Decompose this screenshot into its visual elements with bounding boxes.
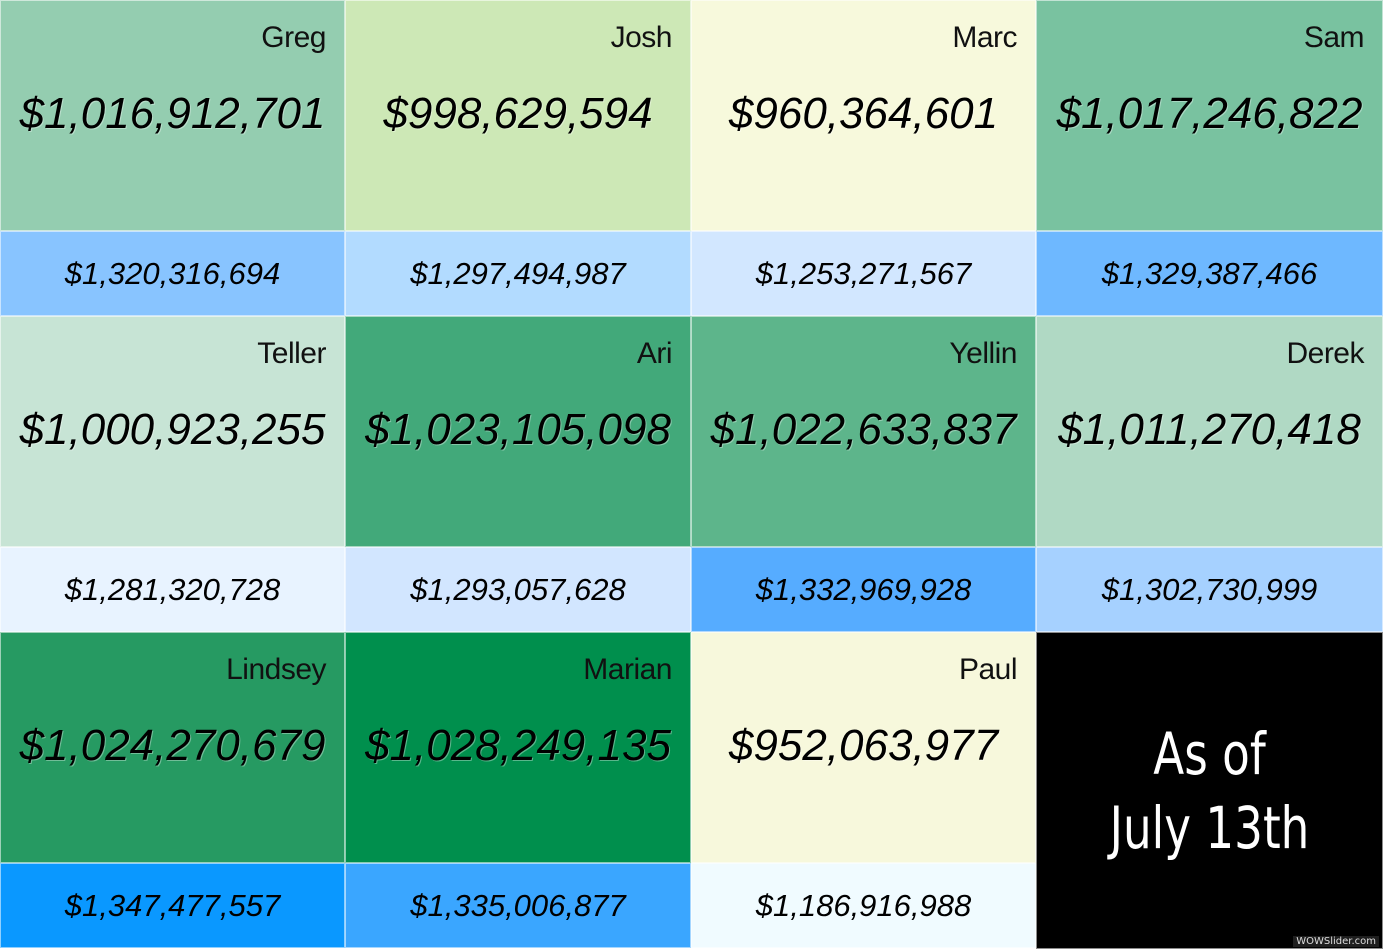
as-of-label: As of July 13th <box>1075 633 1344 948</box>
person-card-josh: Josh $998,629,594 <box>345 0 691 231</box>
person-name: Teller <box>257 337 326 370</box>
primary-amount: $1,028,249,135 <box>365 721 671 770</box>
person-name: Lindsey <box>226 653 326 686</box>
person-card-lindsey: Lindsey $1,024,270,679 <box>0 632 345 863</box>
secondary-amount-cell-derek: $1,302,730,999 <box>1036 547 1383 632</box>
primary-amount: $1,023,105,098 <box>365 405 671 454</box>
secondary-amount: $1,335,006,877 <box>410 887 626 923</box>
person-card-derek: Derek $1,011,270,418 <box>1036 316 1383 547</box>
person-card-marian: Marian $1,028,249,135 <box>345 632 691 863</box>
secondary-amount-cell-yellin: $1,332,969,928 <box>691 547 1036 632</box>
secondary-amount: $1,281,320,728 <box>64 571 281 607</box>
person-card-paul: Paul $952,063,977 <box>691 632 1036 863</box>
primary-amount: $1,024,270,679 <box>19 721 326 770</box>
person-card-yellin: Yellin $1,022,633,837 <box>691 316 1036 547</box>
secondary-amount-cell-greg: $1,320,316,694 <box>0 231 345 316</box>
secondary-amount-cell-paul: $1,186,916,988 <box>691 863 1036 948</box>
primary-amount: $998,629,594 <box>383 89 653 138</box>
primary-amount: $1,000,923,255 <box>19 405 326 454</box>
secondary-amount-cell-josh: $1,297,494,987 <box>345 231 691 316</box>
secondary-amount: $1,302,730,999 <box>1101 571 1318 607</box>
secondary-amount: $1,332,969,928 <box>755 571 972 607</box>
secondary-amount: $1,186,916,988 <box>755 887 972 923</box>
secondary-amount-cell-marian: $1,335,006,877 <box>345 863 691 948</box>
secondary-amount-cell-sam: $1,329,387,466 <box>1036 231 1383 316</box>
person-name: Paul <box>958 653 1018 686</box>
person-card-teller: Teller $1,000,923,255 <box>0 316 345 547</box>
secondary-amount: $1,253,271,567 <box>755 255 972 291</box>
as-of-line2: July 13th <box>1109 793 1310 862</box>
as-of-line1: As of <box>1153 719 1266 788</box>
secondary-amount: $1,329,387,466 <box>1101 255 1318 291</box>
primary-amount: $960,364,601 <box>728 89 999 138</box>
person-name: Derek <box>1286 337 1364 370</box>
person-name: Ari <box>636 337 673 370</box>
person-name: Greg <box>261 21 326 54</box>
person-name: Yellin <box>949 337 1017 370</box>
primary-amount: $1,017,246,822 <box>1056 89 1363 138</box>
secondary-amount: $1,347,477,557 <box>64 887 281 923</box>
primary-amount: $1,011,270,418 <box>1058 405 1361 454</box>
as-of-panel: As of July 13th <box>1036 632 1383 949</box>
secondary-amount: $1,320,316,694 <box>64 255 281 291</box>
primary-amount: $1,022,633,837 <box>710 405 1017 454</box>
person-name: Marc <box>952 21 1017 54</box>
person-card-ari: Ari $1,023,105,098 <box>345 316 691 547</box>
secondary-amount-cell-ari: $1,293,057,628 <box>345 547 691 632</box>
person-card-marc: Marc $960,364,601 <box>691 0 1036 231</box>
secondary-amount: $1,293,057,628 <box>410 571 626 607</box>
person-name: Sam <box>1303 21 1365 54</box>
person-card-greg: Greg $1,016,912,701 <box>0 0 345 231</box>
secondary-amount-cell-lindsey: $1,347,477,557 <box>0 863 345 948</box>
secondary-amount-cell-marc: $1,253,271,567 <box>691 231 1036 316</box>
person-card-sam: Sam $1,017,246,822 <box>1036 0 1383 231</box>
primary-amount: $952,063,977 <box>728 721 999 770</box>
secondary-amount-cell-teller: $1,281,320,728 <box>0 547 345 632</box>
watermark: WOWSlider.com <box>1293 936 1379 947</box>
secondary-amount: $1,297,494,987 <box>410 255 626 291</box>
person-name: Marian <box>583 653 672 686</box>
person-name: Josh <box>610 21 673 54</box>
primary-amount: $1,016,912,701 <box>19 89 326 138</box>
